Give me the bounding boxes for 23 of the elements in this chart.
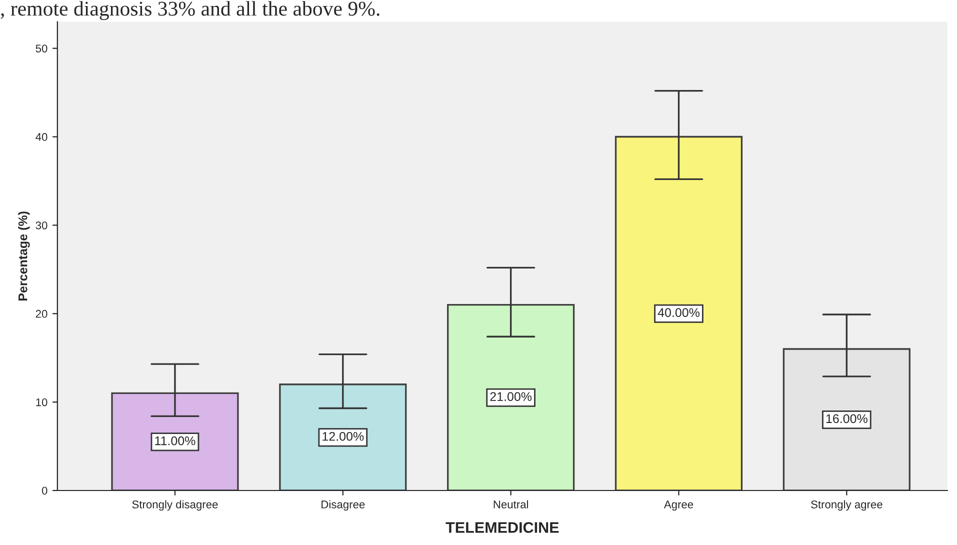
x-tick-label: Strongly agree bbox=[811, 500, 882, 511]
y-tick-label: 50 bbox=[36, 44, 48, 52]
y-tick-label: 0 bbox=[42, 486, 48, 495]
y-tick-label: 30 bbox=[36, 221, 48, 230]
x-axis-title: TELEMEDICINE bbox=[446, 522, 559, 533]
data-label: 16.00% bbox=[826, 414, 868, 424]
x-tick-label: Strongly disagree bbox=[132, 500, 218, 511]
y-tick-label: 20 bbox=[36, 310, 48, 318]
data-label: 21.00% bbox=[490, 392, 532, 401]
bar bbox=[447, 304, 575, 490]
text: , remote diagnosis 33% and all the above 9%. bbox=[0, 1, 380, 20]
y-tick-label: 10 bbox=[36, 398, 48, 406]
data-label: 12.00% bbox=[322, 432, 364, 441]
data-label: 11.00% bbox=[155, 436, 196, 446]
bar bbox=[614, 136, 743, 490]
x-tick-label: Disagree bbox=[322, 500, 365, 511]
x-tick-label: Neutral bbox=[494, 500, 528, 508]
y-axis-title: Percentage (%) bbox=[18, 212, 30, 300]
bar bbox=[111, 392, 239, 490]
bar bbox=[279, 384, 407, 490]
data-label: 40.00% bbox=[658, 308, 700, 317]
y-tick-label: 40 bbox=[36, 133, 48, 141]
x-tick-label: Agree bbox=[664, 500, 694, 511]
